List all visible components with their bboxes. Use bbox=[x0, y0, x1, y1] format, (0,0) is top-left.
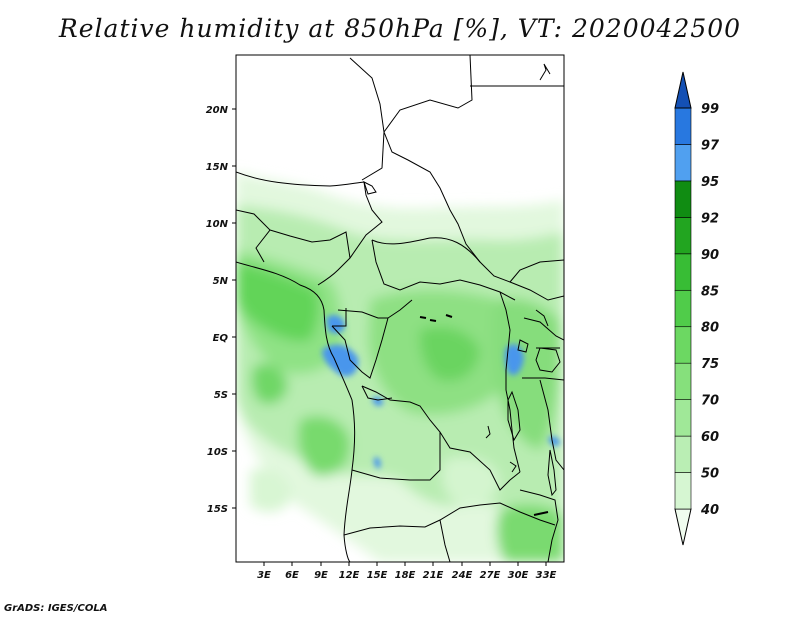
colorbar-label: 92 bbox=[701, 211, 719, 226]
chart-title: Relative humidity at 850hPa [%], VT: 202… bbox=[58, 14, 742, 43]
humidity-shading bbox=[236, 172, 564, 562]
lat-label: 15N bbox=[206, 162, 229, 173]
latitude-axis bbox=[232, 108, 236, 509]
lon-label: 21E bbox=[423, 570, 444, 581]
colorbar-label: 70 bbox=[701, 394, 719, 409]
colorbar-segment bbox=[674, 326, 692, 364]
colorbar-segment bbox=[674, 362, 692, 400]
colorbar-label: 97 bbox=[701, 138, 720, 153]
colorbar-label: 99 bbox=[701, 102, 719, 117]
colorbar-segment bbox=[674, 472, 692, 510]
longitude-axis bbox=[263, 562, 547, 566]
colorbar: 40 50 60 70 75 80 85 90 92 95 97 99 bbox=[674, 71, 720, 546]
lon-label: 3E bbox=[257, 570, 271, 581]
lon-label: 12E bbox=[339, 570, 360, 581]
colorbar-label: 85 bbox=[701, 284, 719, 299]
colorbar-label: 75 bbox=[701, 357, 719, 372]
colorbar-label: 60 bbox=[701, 430, 719, 445]
lon-label: 33E bbox=[536, 570, 557, 581]
country-borders bbox=[236, 55, 564, 562]
colorbar-label: 50 bbox=[701, 467, 719, 482]
lat-label: 5S bbox=[214, 390, 228, 401]
lat-label: 10S bbox=[207, 447, 228, 458]
lat-label: 5N bbox=[213, 276, 229, 287]
colorbar-segment bbox=[674, 289, 692, 328]
lon-label: 9E bbox=[314, 570, 328, 581]
colorbar-segment bbox=[674, 508, 692, 546]
lon-label: 30E bbox=[508, 570, 529, 581]
colorbar-label: 90 bbox=[701, 248, 719, 263]
colorbar-segment bbox=[674, 435, 692, 473]
lat-label: 15S bbox=[207, 504, 228, 515]
colorbar-segment bbox=[674, 217, 692, 255]
colorbar-segment bbox=[674, 253, 692, 291]
lon-label: 15E bbox=[367, 570, 388, 581]
map-frame bbox=[235, 54, 565, 563]
lat-label: 10N bbox=[206, 219, 229, 230]
lon-label: 27E bbox=[480, 570, 501, 581]
lat-label: EQ bbox=[213, 333, 229, 344]
colorbar-label: 95 bbox=[701, 175, 719, 190]
lon-label: 18E bbox=[395, 570, 416, 581]
lon-label: 24E bbox=[452, 570, 473, 581]
colorbar-segment bbox=[674, 399, 692, 437]
colorbar-segment bbox=[674, 71, 692, 109]
colorbar-segment bbox=[674, 144, 692, 182]
footer-credit: GrADS: IGES/COLA bbox=[4, 603, 108, 614]
colorbar-label: 40 bbox=[700, 503, 719, 518]
colorbar-label: 80 bbox=[701, 321, 719, 336]
lat-label: 20N bbox=[206, 105, 229, 116]
colorbar-segment bbox=[674, 107, 692, 145]
colorbar-segment bbox=[674, 180, 692, 218]
lon-label: 6E bbox=[285, 570, 299, 581]
